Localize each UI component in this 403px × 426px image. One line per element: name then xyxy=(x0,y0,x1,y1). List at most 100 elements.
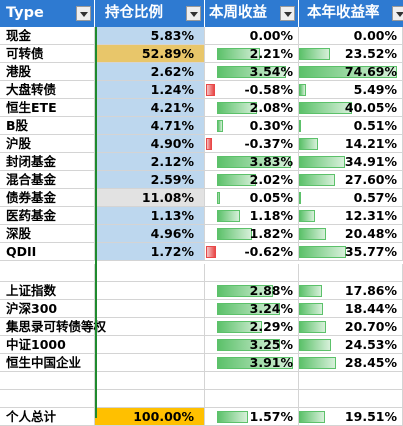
cell-week-return[interactable]: 2.08% xyxy=(205,99,299,117)
cell-type[interactable]: 集思录可转债等权 xyxy=(0,318,106,336)
cell-type[interactable]: 现金 xyxy=(0,27,95,45)
cell-year-return[interactable]: 0.57% xyxy=(299,189,403,207)
cell-week-return[interactable]: 2.21% xyxy=(205,45,299,63)
cell-type[interactable]: 大盘转债 xyxy=(0,81,95,99)
empty-cell[interactable] xyxy=(205,372,299,390)
cell-type[interactable]: 沪深300 xyxy=(0,300,95,318)
cell-week-return[interactable]: 2.02% xyxy=(205,171,299,189)
cell-week-return[interactable]: 2.88% xyxy=(205,282,299,300)
cell-year-return[interactable]: 14.21% xyxy=(299,135,403,153)
filter-dropdown-icon[interactable] xyxy=(280,6,295,21)
cell-week-return[interactable]: -0.62% xyxy=(205,243,299,261)
cell-weight[interactable]: 2.59% xyxy=(95,171,205,189)
header-year-return[interactable]: 本年收益率 xyxy=(299,0,403,27)
cell-weight[interactable] xyxy=(95,318,205,336)
cell-year-return[interactable]: 19.51% xyxy=(299,408,403,426)
cell-type[interactable]: 个人总计 xyxy=(0,408,95,426)
cell-week-return[interactable]: -0.58% xyxy=(205,81,299,99)
cell-year-return[interactable]: 18.44% xyxy=(299,300,403,318)
cell-type[interactable]: 恒生ETE xyxy=(0,99,95,117)
cell-weight[interactable]: 11.08% xyxy=(95,189,205,207)
empty-cell[interactable] xyxy=(299,264,403,282)
cell-year-return[interactable]: 12.31% xyxy=(299,207,403,225)
cell-year-return[interactable]: 74.69% xyxy=(299,63,403,81)
cell-year-return[interactable]: 24.53% xyxy=(299,336,403,354)
empty-cell[interactable] xyxy=(299,372,403,390)
cell-type[interactable]: 沪股 xyxy=(0,135,95,153)
filter-dropdown-icon[interactable] xyxy=(186,6,201,21)
cell-week-return[interactable]: -0.37% xyxy=(205,135,299,153)
cell-week-return[interactable]: 1.82% xyxy=(205,225,299,243)
cell-type[interactable]: 封闭基金 xyxy=(0,153,95,171)
cell-weight[interactable]: 4.71% xyxy=(95,117,205,135)
header-week-return[interactable]: 本周收益 xyxy=(205,0,299,27)
cell-week-return[interactable]: 3.24% xyxy=(205,300,299,318)
empty-cell[interactable] xyxy=(95,390,205,408)
cell-weight[interactable] xyxy=(95,282,205,300)
cell-type[interactable]: 上证指数 xyxy=(0,282,95,300)
cell-type[interactable]: 恒生中国企业 xyxy=(0,354,95,372)
cell-week-return[interactable]: 1.57% xyxy=(205,408,299,426)
cell-year-return[interactable]: 17.86% xyxy=(299,282,403,300)
empty-cell[interactable] xyxy=(0,372,95,390)
cell-type[interactable]: 港股 xyxy=(0,63,95,81)
cell-year-return[interactable]: 0.51% xyxy=(299,117,403,135)
filter-dropdown-icon[interactable] xyxy=(392,6,403,21)
cell-weight[interactable]: 52.89% xyxy=(95,45,205,63)
cell-week-return[interactable]: 2.29% xyxy=(205,318,299,336)
empty-cell[interactable] xyxy=(205,390,299,408)
cell-weight[interactable]: 100.00% xyxy=(95,408,205,426)
empty-cell[interactable] xyxy=(95,264,205,282)
cell-weight[interactable]: 1.72% xyxy=(95,243,205,261)
cell-type[interactable]: 医药基金 xyxy=(0,207,95,225)
filter-dropdown-icon[interactable] xyxy=(76,6,91,21)
empty-cell[interactable] xyxy=(95,372,205,390)
cell-weight[interactable]: 4.90% xyxy=(95,135,205,153)
year-return-bar xyxy=(299,102,352,114)
empty-cell[interactable] xyxy=(0,390,95,408)
cell-weight[interactable]: 1.13% xyxy=(95,207,205,225)
cell-weight[interactable]: 5.83% xyxy=(95,27,205,45)
table-row: 医药基金 1.13% 1.18% 12.31% xyxy=(0,207,403,225)
cell-weight[interactable]: 4.96% xyxy=(95,225,205,243)
cell-type[interactable]: 深股 xyxy=(0,225,95,243)
cell-year-return[interactable]: 5.49% xyxy=(299,81,403,99)
cell-type[interactable]: 中证1000 xyxy=(0,336,95,354)
cell-week-return[interactable]: 3.25% xyxy=(205,336,299,354)
cell-year-return[interactable]: 20.70% xyxy=(299,318,403,336)
empty-cell[interactable] xyxy=(0,264,95,282)
cell-week-return[interactable]: 3.91% xyxy=(205,354,299,372)
cell-year-return[interactable]: 23.52% xyxy=(299,45,403,63)
cell-weight[interactable]: 2.62% xyxy=(95,63,205,81)
cell-year-return[interactable]: 40.05% xyxy=(299,99,403,117)
cell-week-return[interactable]: 3.54% xyxy=(205,63,299,81)
cell-year-return[interactable]: 34.91% xyxy=(299,153,403,171)
cell-week-return[interactable]: 1.18% xyxy=(205,207,299,225)
cell-year-return[interactable]: 0.00% xyxy=(299,27,403,45)
cell-year-return[interactable]: 28.45% xyxy=(299,354,403,372)
header-type[interactable]: Type xyxy=(0,0,95,27)
cell-weight[interactable]: 1.24% xyxy=(95,81,205,99)
cell-week-return[interactable]: 0.30% xyxy=(205,117,299,135)
cell-year-return[interactable]: 27.60% xyxy=(299,171,403,189)
empty-cell[interactable] xyxy=(205,264,299,282)
cell-week-return[interactable]: 3.83% xyxy=(205,153,299,171)
cell-week-return[interactable]: 0.05% xyxy=(205,189,299,207)
header-weight[interactable]: 持仓比例 xyxy=(95,0,205,27)
cell-week-return[interactable]: 0.00% xyxy=(205,27,299,45)
header-week-label: 本周收益 xyxy=(209,5,267,21)
cell-type[interactable]: 可转债 xyxy=(0,45,95,63)
cell-weight[interactable] xyxy=(95,354,205,372)
cell-type[interactable]: QDII xyxy=(0,243,95,261)
year-return-bar xyxy=(299,84,307,96)
cell-year-return[interactable]: 20.48% xyxy=(299,225,403,243)
empty-cell[interactable] xyxy=(299,390,403,408)
cell-type[interactable]: 混合基金 xyxy=(0,171,95,189)
cell-year-return[interactable]: 35.77% xyxy=(299,243,403,261)
cell-type[interactable]: 债券基金 xyxy=(0,189,95,207)
cell-weight[interactable] xyxy=(95,336,205,354)
cell-weight[interactable]: 4.21% xyxy=(95,99,205,117)
cell-weight[interactable]: 2.12% xyxy=(95,153,205,171)
cell-type[interactable]: B股 xyxy=(0,117,95,135)
cell-weight[interactable] xyxy=(95,300,205,318)
